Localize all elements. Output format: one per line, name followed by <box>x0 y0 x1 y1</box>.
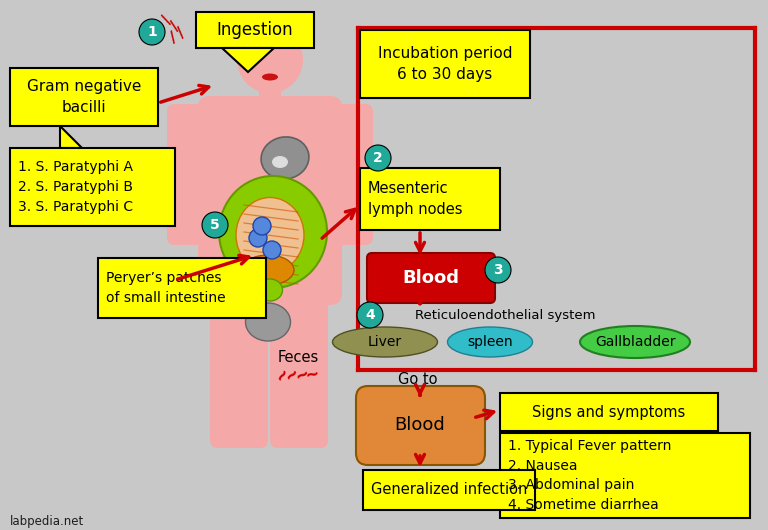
Text: ~: ~ <box>292 364 312 386</box>
Ellipse shape <box>257 279 283 301</box>
Ellipse shape <box>242 255 294 285</box>
Text: 2: 2 <box>373 151 383 165</box>
FancyBboxPatch shape <box>10 148 175 226</box>
Ellipse shape <box>246 303 290 341</box>
FancyBboxPatch shape <box>10 68 158 126</box>
Circle shape <box>357 302 383 328</box>
Circle shape <box>249 229 267 247</box>
FancyBboxPatch shape <box>198 96 342 305</box>
Text: Peryer’s patches
of small intestine: Peryer’s patches of small intestine <box>106 271 226 305</box>
Text: Blood: Blood <box>402 269 459 287</box>
Ellipse shape <box>219 176 327 288</box>
Text: Gallbladder: Gallbladder <box>594 335 675 349</box>
Text: 4: 4 <box>365 308 375 322</box>
Text: /: / <box>168 19 184 33</box>
Text: labpedia.net: labpedia.net <box>10 516 84 528</box>
Text: Generalized infection: Generalized infection <box>371 482 527 498</box>
Text: Blood: Blood <box>395 416 445 434</box>
Ellipse shape <box>261 137 309 179</box>
Ellipse shape <box>333 327 438 357</box>
Text: Ingestion: Ingestion <box>217 21 293 39</box>
Text: ~: ~ <box>303 365 320 385</box>
Text: 1. Typical Fever pattern
2. Nausea
3. Abdominal pain
4. Sometime diarrhea: 1. Typical Fever pattern 2. Nausea 3. Ab… <box>508 439 671 512</box>
Ellipse shape <box>448 327 532 357</box>
Text: Go to: Go to <box>399 373 438 387</box>
Circle shape <box>365 145 391 171</box>
Circle shape <box>202 212 228 238</box>
Text: 1. S. Paratyphi A
2. S. Paratyphi B
3. S. Paratyphi C: 1. S. Paratyphi A 2. S. Paratyphi B 3. S… <box>18 161 133 214</box>
Circle shape <box>263 241 281 259</box>
Ellipse shape <box>580 326 690 358</box>
Text: 3: 3 <box>493 263 503 277</box>
FancyBboxPatch shape <box>98 258 266 318</box>
FancyBboxPatch shape <box>259 91 281 111</box>
Text: ~: ~ <box>281 364 303 386</box>
FancyBboxPatch shape <box>270 277 328 448</box>
FancyBboxPatch shape <box>360 168 500 230</box>
Ellipse shape <box>236 198 304 272</box>
Ellipse shape <box>262 74 278 81</box>
Text: Signs and symptoms: Signs and symptoms <box>532 404 686 420</box>
FancyBboxPatch shape <box>363 470 535 510</box>
Text: Reticuloendothelial system: Reticuloendothelial system <box>415 308 595 322</box>
Circle shape <box>253 217 271 235</box>
Text: 5: 5 <box>210 218 220 232</box>
FancyBboxPatch shape <box>210 277 268 448</box>
FancyBboxPatch shape <box>500 433 750 518</box>
Ellipse shape <box>272 156 288 168</box>
Circle shape <box>485 257 511 283</box>
FancyBboxPatch shape <box>196 12 314 48</box>
Polygon shape <box>60 126 82 148</box>
Text: Feces: Feces <box>277 350 319 366</box>
Circle shape <box>139 19 165 45</box>
Circle shape <box>237 27 303 93</box>
Text: 1: 1 <box>147 25 157 39</box>
Text: Incubation period
6 to 30 days: Incubation period 6 to 30 days <box>378 46 512 82</box>
FancyBboxPatch shape <box>167 104 221 245</box>
Text: spleen: spleen <box>467 335 513 349</box>
Text: Gram negative
bacilli: Gram negative bacilli <box>27 79 141 115</box>
Text: Liver: Liver <box>368 335 402 349</box>
Text: ~: ~ <box>270 364 293 386</box>
FancyBboxPatch shape <box>500 393 718 431</box>
FancyBboxPatch shape <box>319 104 373 245</box>
Text: Mesenteric
lymph nodes: Mesenteric lymph nodes <box>368 181 462 217</box>
Text: /: / <box>160 14 176 26</box>
FancyBboxPatch shape <box>367 253 495 303</box>
Text: /: / <box>175 25 189 41</box>
Polygon shape <box>222 48 274 72</box>
Text: /: / <box>168 30 180 46</box>
FancyBboxPatch shape <box>356 386 485 465</box>
FancyBboxPatch shape <box>360 30 530 98</box>
